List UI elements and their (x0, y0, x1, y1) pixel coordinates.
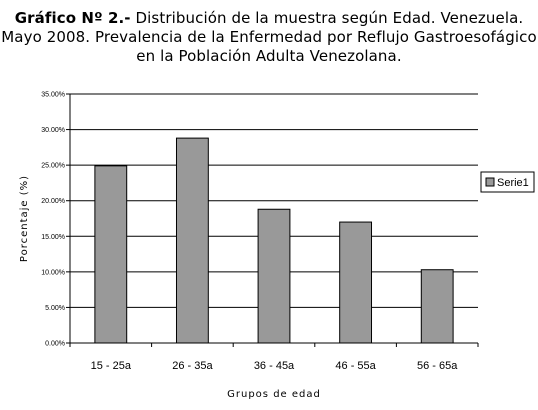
bar (94, 165, 128, 344)
legend: Serie1 (480, 171, 535, 193)
y-tick-label: 35.00% (41, 92, 65, 99)
y-tick-label: 25.00% (41, 163, 65, 170)
x-tick-label: 46 - 55a (335, 360, 376, 372)
x-axis-title: Grupos de edad (227, 389, 321, 400)
legend-swatch (485, 177, 495, 187)
bar (257, 208, 291, 344)
y-axis-title: Porcentaje (%) (19, 175, 30, 262)
gridlines (70, 93, 478, 308)
title-line-1-text: Distribución de la muestra según Edad. V… (135, 9, 524, 27)
bars (94, 137, 454, 344)
x-tick-label: 56 - 65a (417, 360, 458, 372)
title-lead: Gráfico Nº 2.- (14, 9, 131, 27)
y-axis-ticks: 0.00% 5.00% 10.00% 15.00% 20.00% 25.00% 30.00%… (41, 92, 70, 348)
y-tick-label: 5.00% (45, 305, 65, 312)
x-tick-label: 26 - 35a (172, 360, 213, 372)
bar (339, 221, 373, 344)
bar (420, 269, 454, 344)
title-line-3: en la Población Adulta Venezolana. (136, 47, 402, 65)
legend-label: Serie1 (497, 177, 529, 189)
x-tick-label: 36 - 45a (254, 360, 295, 372)
title-line-2: Mayo 2008. Prevalencia de la Enfermedad … (1, 28, 537, 46)
y-tick-label: 15.00% (41, 234, 65, 241)
legend-box (480, 171, 535, 193)
y-tick-label: 10.00% (41, 269, 65, 276)
y-tick-label: 30.00% (41, 127, 65, 134)
chart-title: Gráfico Nº 2.- Distribución de la muestr… (0, 9, 538, 66)
x-tick-label: 15 - 25a (91, 360, 132, 372)
y-tick-label: 0.00% (45, 341, 65, 348)
axes (69, 94, 478, 344)
y-tick-label: 20.00% (41, 198, 65, 205)
title-line-1: Gráfico Nº 2.- Distribución de la muestr… (0, 9, 538, 28)
x-axis-ticks: 15 - 25a 26 - 35a 36 - 45a 46 - 55a 56 - 65a (69, 343, 479, 372)
bar (175, 137, 209, 344)
